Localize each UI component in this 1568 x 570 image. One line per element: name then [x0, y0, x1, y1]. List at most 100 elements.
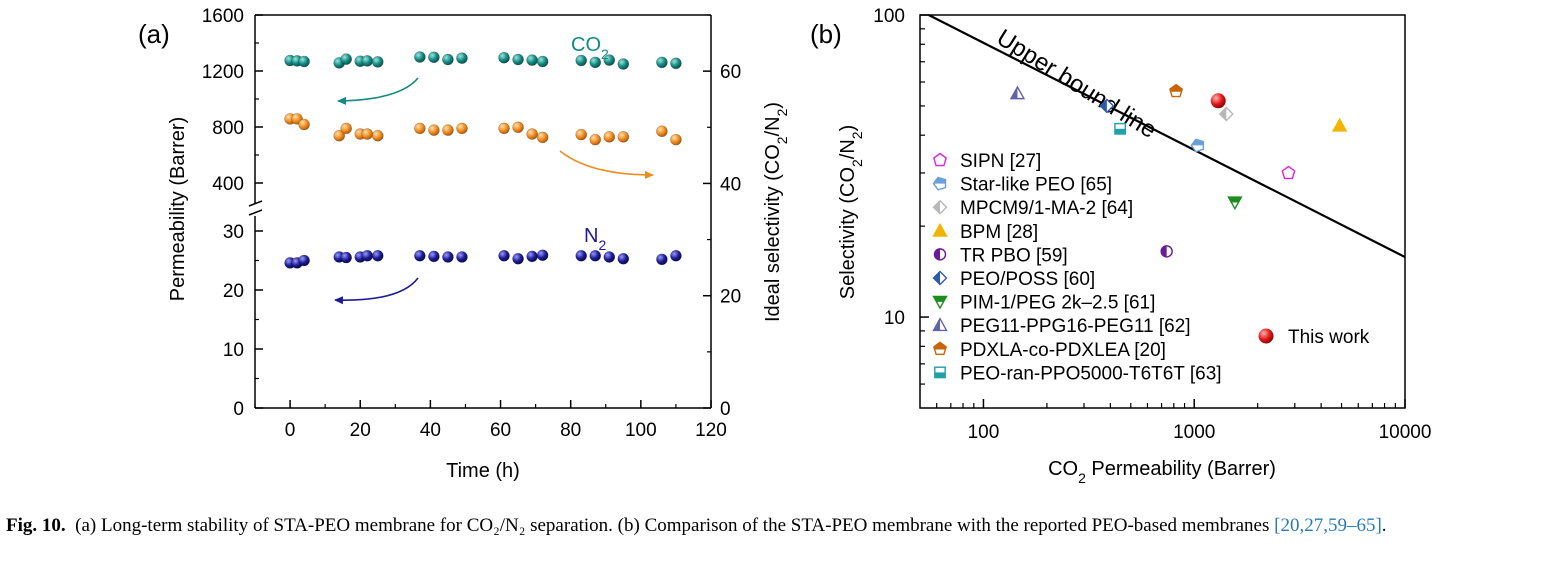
n2-data-point — [456, 251, 468, 263]
y-lower-tick-label: 30 — [223, 222, 244, 243]
b-x-tick-label: 1000 — [1173, 422, 1215, 443]
panel-b: (b) 100 1000 10000 10 100 Upper bound line C… — [810, 6, 1431, 486]
selectivity-data-point — [603, 131, 616, 143]
selectivity-data-point — [340, 122, 353, 135]
selectivity-data-point — [371, 129, 384, 142]
panel-b-y-label: Selectivity (CO2/N2) — [837, 125, 865, 300]
legend-marker — [932, 270, 948, 286]
n2-trend-arrow — [334, 277, 419, 305]
co2-data-point — [603, 54, 616, 66]
y-lower-tick-label: 10 — [223, 340, 244, 361]
legend-marker — [933, 248, 947, 261]
legend-label: PDXLA-co-PDXLEA [20] — [960, 340, 1166, 361]
legend-marker — [932, 176, 947, 191]
legend-label: PEG11-PPG16-PEG11 [62] — [960, 316, 1191, 337]
upper-bound-line — [928, 14, 1406, 259]
selectivity-data-point — [442, 124, 454, 136]
legend-marker-this-work — [1258, 328, 1274, 344]
legend-marker — [932, 317, 948, 332]
selectivity-data-point — [498, 122, 510, 135]
y-right-tick-label: 40 — [720, 174, 741, 195]
selectivity-data-point — [512, 121, 524, 134]
n2-data-point — [536, 249, 549, 261]
co2-data-point — [298, 55, 310, 68]
n2-data-point — [371, 249, 384, 262]
point-peo-poss-60 — [1099, 98, 1115, 114]
legend-label: PEO/POSS [60] — [960, 269, 1095, 290]
panel-a-y-left-label: Permeability (Barrer) — [167, 117, 189, 301]
co2-data-point — [617, 58, 630, 70]
n2-data-point — [298, 254, 310, 267]
point-pim-1-peg-2k-2-5-61 — [1227, 196, 1243, 211]
n2-data-point — [361, 249, 374, 262]
legend-label: PIM-1/PEG 2k–2.5 [61] — [960, 293, 1155, 314]
legend-marker — [933, 341, 947, 356]
point-sipn-27 — [1281, 165, 1296, 180]
panel-b-data-points — [1009, 83, 1348, 258]
n2-series-label: N2 — [584, 225, 606, 253]
selectivity-data-point — [670, 133, 682, 146]
y-right-tick-label: 60 — [720, 62, 741, 83]
y-upper-tick-label: 1600 — [202, 6, 244, 27]
n2-data-point — [512, 252, 524, 265]
co2-data-point — [340, 53, 353, 65]
caption-text: (a) Long-term stability of STA-PEO membr… — [75, 515, 1270, 536]
panel-a-y-right-ticks: 0 20 40 60 — [703, 14, 741, 420]
caption-end: . — [1381, 515, 1387, 536]
co2-trend-arrow — [337, 77, 419, 105]
panel-b-x-label: CO2 Permeability (Barrer) — [1048, 458, 1276, 486]
panel-a-y-upper-ticks: 400 800 1200 1600 — [202, 6, 263, 195]
co2-data-point — [456, 52, 468, 64]
co2-data-point — [512, 53, 524, 66]
panel-a-frame — [254, 14, 712, 409]
panel-a-y-lower-ticks: 0 10 20 30 — [223, 222, 263, 420]
x-tick-label: 40 — [420, 420, 441, 441]
caption-label: Fig. 10. — [6, 515, 66, 536]
legend-label: BPM [28] — [960, 222, 1038, 243]
legend-label: TR PBO [59] — [960, 245, 1068, 266]
selectivity-data-point — [656, 125, 668, 138]
co2-data-point — [589, 56, 602, 69]
b-y-tick-label: 10 — [884, 308, 905, 329]
point-pdxla-co-pdxlea-20 — [1169, 83, 1184, 98]
n2-data-point — [442, 251, 454, 263]
co2-data-point — [575, 54, 588, 67]
n2-data-point — [340, 251, 353, 264]
y-upper-tick-label: 800 — [212, 118, 244, 139]
caption-reference-link[interactable]: [20,27,59–65] — [1274, 515, 1382, 536]
y-lower-tick-label: 20 — [223, 281, 244, 302]
panel-b-legend: SIPN [27] Star-like PEO [65]MPCM9/1-MA-2 … — [932, 151, 1370, 384]
co2-data-point — [442, 53, 454, 66]
panel-a-label: (a) — [138, 19, 170, 49]
b-x-tick-label: 100 — [968, 422, 1000, 443]
panel-b-label: (b) — [810, 19, 842, 49]
selectivity-data-point — [456, 122, 468, 135]
legend-marker — [932, 222, 948, 237]
figure-caption: Fig. 10. (a) Long-term stability of STA-… — [6, 512, 1562, 540]
co2-data-point — [428, 51, 440, 64]
n2-data-point — [670, 249, 682, 262]
panel-a-x-ticks: 0 20 40 60 80 100 120 — [254, 400, 727, 441]
co2-data-point — [526, 54, 538, 66]
point-bpm-28 — [1332, 117, 1348, 132]
point-peg11-ppg16-peg11-62 — [1009, 85, 1026, 100]
point-star-like-peo-65 — [1190, 138, 1205, 153]
co2-data-point — [536, 55, 549, 68]
n2-data-point — [656, 253, 668, 266]
legend-label: PEO-ran-PPO5000-T6T6T [63] — [960, 363, 1222, 384]
selectivity-data-point — [333, 129, 345, 142]
n2-data-point — [575, 249, 588, 262]
co2-data-point — [414, 51, 426, 63]
n2-data-point — [589, 249, 602, 262]
panel-a-axis-break — [248, 200, 263, 216]
legend-marker — [932, 199, 948, 215]
n2-data-point — [617, 252, 630, 265]
co2-data-point — [361, 55, 374, 67]
panel-a-x-label: Time (h) — [446, 460, 520, 482]
point-mpcm9-1-ma-2-64 — [1218, 106, 1234, 122]
panel-b-ticks: 100 1000 10000 10 100 — [873, 6, 1431, 443]
b-x-tick-label: 10000 — [1379, 422, 1432, 443]
x-tick-label: 20 — [350, 420, 371, 441]
n2-data-point — [414, 249, 426, 262]
x-tick-label: 0 — [285, 420, 296, 441]
